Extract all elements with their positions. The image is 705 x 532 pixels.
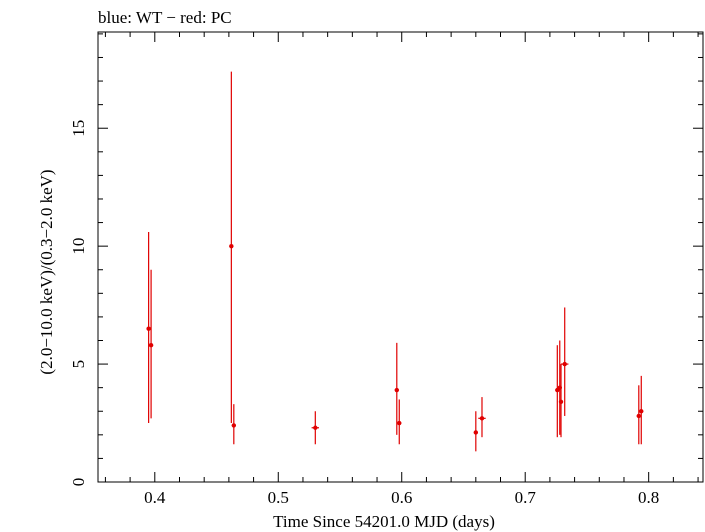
data-point: [562, 361, 567, 367]
plot-area: [97, 31, 704, 483]
x-tick-label: 0.4: [144, 488, 166, 507]
data-point: [229, 243, 234, 249]
data-point: [397, 420, 402, 426]
y-axis-label: (2.0−10.0 keV)/(0.3−2.0 keV): [37, 169, 56, 374]
y-tick-label: 10: [69, 238, 88, 255]
series-pc: [146, 71, 644, 452]
data-point: [479, 416, 485, 421]
y-tick-label: 0: [69, 478, 88, 487]
data-point: [394, 387, 399, 393]
x-tick-label: 0.5: [268, 488, 289, 507]
data-point: [231, 423, 237, 428]
y-tick-label: 5: [69, 360, 88, 369]
series-layer: [146, 71, 644, 452]
data-point: [639, 409, 644, 414]
x-tick-label: 0.8: [638, 488, 659, 507]
data-point: [558, 399, 564, 405]
plot-frame: [97, 31, 704, 483]
x-axis-label: Time Since 54201.0 MJD (days): [273, 512, 495, 531]
x-axis-ticks: 0.4 0.5 0.6 0.7 0.8: [104, 32, 699, 507]
data-point: [146, 326, 151, 331]
x-tick-label: 0.6: [391, 488, 412, 507]
data-point: [636, 413, 641, 419]
y-axis-ticks: 0 5 10 15: [69, 33, 703, 487]
chart-title: blue: WT − red: PC: [98, 8, 232, 27]
data-point: [473, 430, 479, 435]
data-point: [148, 343, 154, 348]
y-tick-label: 15: [69, 120, 88, 137]
data-point: [313, 425, 318, 430]
x-tick-label: 0.7: [515, 488, 537, 507]
